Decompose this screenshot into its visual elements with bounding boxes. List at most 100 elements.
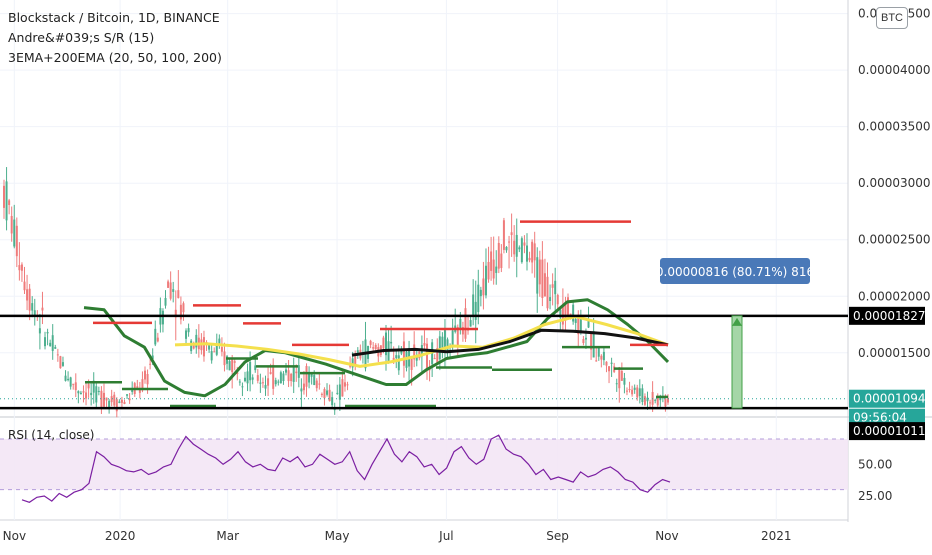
candle-body (625, 390, 628, 392)
candle-body (477, 284, 480, 312)
candle-body (213, 351, 216, 353)
candle-body (300, 388, 303, 392)
candle-body (8, 200, 11, 205)
candle-body (5, 181, 8, 221)
candle-body (202, 337, 205, 357)
resistance-price-label-box (849, 306, 925, 325)
candle-body (436, 347, 439, 363)
candle-body (554, 280, 557, 295)
candle-body (600, 355, 603, 360)
candle-body (102, 392, 105, 407)
candle-body (69, 377, 72, 387)
candle-body (520, 238, 523, 263)
candle-body (41, 307, 44, 311)
chart-title: Blockstack / Bitcoin, 1D, BINANCE (8, 10, 220, 25)
ema-line-0 (83, 298, 670, 398)
candle-body (459, 318, 462, 330)
candle-body (279, 372, 282, 384)
candle-body (310, 373, 313, 377)
candle-body (167, 281, 170, 288)
candle-body (384, 332, 387, 356)
candle-body (236, 372, 239, 375)
candle-body (443, 330, 446, 351)
candle-body (472, 294, 475, 315)
candle-body (415, 356, 418, 361)
candle-body (667, 398, 669, 403)
candle-body (610, 362, 613, 364)
candle-body (354, 356, 357, 366)
candle-body (67, 378, 70, 381)
candle-body (369, 340, 372, 345)
candle-body (161, 310, 164, 325)
candle-body (564, 302, 567, 321)
candle-body (185, 330, 188, 339)
candle-body (187, 328, 190, 333)
candle-body (79, 392, 82, 395)
candle-body (228, 361, 231, 371)
candle-body (582, 339, 585, 344)
candle-body (577, 315, 580, 335)
time-tick-label: Sep (546, 529, 569, 543)
candle-body (315, 380, 318, 389)
time-tick-label: Jul (438, 529, 453, 543)
candle-body (426, 343, 429, 369)
candle-body (144, 370, 147, 380)
candle-body (51, 335, 54, 351)
candle-body (397, 355, 400, 371)
candle-body (100, 390, 103, 408)
candle-body (254, 365, 257, 371)
currency-button[interactable]: BTC (876, 7, 908, 29)
candle-body (331, 397, 334, 406)
candle-body (451, 330, 454, 348)
candle-body (136, 386, 139, 389)
candle-body (567, 297, 570, 317)
candle-body (618, 367, 621, 389)
candle-body (343, 382, 346, 387)
candle-body (525, 245, 528, 262)
candle-body (356, 350, 359, 353)
candle-body (620, 370, 623, 381)
candle-body (313, 375, 316, 386)
candle-body (269, 372, 272, 374)
candle-body (95, 386, 98, 403)
candle-body (590, 333, 593, 350)
rsi-line (21, 434, 671, 503)
candle-body (13, 219, 16, 247)
candle-body (38, 328, 41, 334)
candle-body (518, 247, 521, 250)
candle-body (113, 394, 116, 406)
time-tick-label: Mar (216, 529, 239, 543)
price-tick-label: 0.00003500 (858, 120, 931, 134)
candle-body (249, 361, 252, 381)
candle-body (223, 351, 226, 366)
candle-body (574, 319, 577, 323)
candle-body (433, 358, 436, 360)
candle-body (597, 346, 600, 357)
candle-body (44, 337, 47, 347)
candle-body (646, 397, 649, 402)
candle-body (282, 373, 285, 382)
candle-body (64, 375, 67, 381)
candle-body (587, 320, 590, 328)
resistance-price-label: 0.00001827 (853, 309, 926, 323)
candle-body (33, 310, 36, 316)
candle-body (333, 409, 336, 411)
candle-body (392, 357, 395, 362)
countdown-label: 09:56:04 (853, 411, 907, 425)
candle-body (56, 354, 59, 356)
candle-body (372, 347, 375, 349)
time-tick-label: May (325, 529, 350, 543)
candle-body (623, 377, 626, 385)
candle-body (510, 232, 513, 236)
candle-body (141, 379, 144, 391)
candle-body (338, 384, 341, 400)
candle-body (641, 388, 644, 402)
support-price-label-box (849, 422, 925, 441)
candle-body (592, 331, 595, 358)
candle-body (541, 259, 544, 298)
candle-body (328, 389, 331, 402)
candle-body (484, 265, 487, 296)
candle-body (156, 337, 159, 342)
candle-body (487, 261, 490, 280)
candle-body (138, 390, 141, 393)
